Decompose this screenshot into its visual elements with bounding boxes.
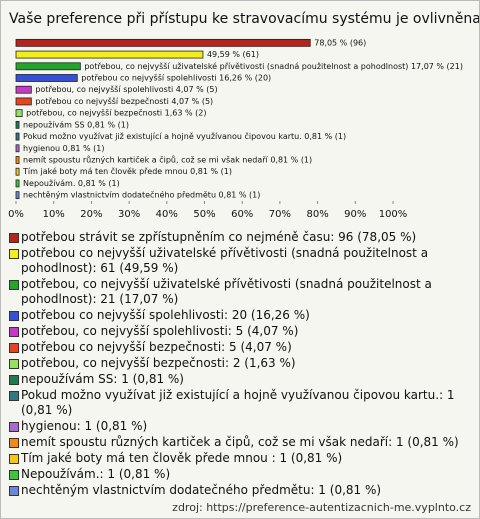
data-label: potřebou co nejvyšší bezpečnosti 4,07 % …	[35, 96, 213, 106]
legend-swatch	[9, 343, 19, 353]
data-label: hygienou 0,81 % (1)	[23, 144, 104, 153]
x-tick-label: 10%	[43, 209, 65, 220]
x-tick-label: 100%	[379, 209, 408, 220]
bar	[15, 179, 20, 188]
bar	[15, 50, 204, 59]
legend-item: potřebou, co nejvyšší uživatelské přívět…	[9, 277, 471, 307]
x-tick-label: 80%	[306, 209, 328, 220]
legend-label: potřebou co nejvyšší uživatelské přívěti…	[21, 246, 429, 275]
legend-item: potřebou, co nejvyšší spolehlivosti: 5 (…	[9, 324, 471, 339]
legend-item: potřebou strávit se zpřístupněním co nej…	[9, 230, 471, 245]
bar	[15, 120, 20, 129]
legend-label: potřebou, co nejvyšší bezpečnosti: 2 (1,…	[21, 356, 296, 370]
data-label: potřebou, co nejvyšší spolehlivosti 4,07…	[35, 84, 217, 94]
legend-swatch	[9, 233, 19, 243]
bar	[15, 97, 32, 106]
legend-item: potřebou co nejvyšší spolehlivosti: 20 (…	[9, 308, 471, 323]
data-label: 78,05 % (96)	[314, 38, 366, 47]
legend-label: hygienou: 1 (0,81 %)	[21, 419, 148, 433]
x-tick-label: 0%	[8, 209, 24, 220]
legend-swatch	[9, 359, 19, 369]
x-tick-label: 40%	[156, 209, 178, 220]
data-label: potřebou co nejvyšší spolehlivosti 16,26…	[81, 73, 271, 83]
legend-label: potřebou strávit se zpřístupněním co nej…	[21, 230, 417, 244]
x-tick-label: 30%	[118, 209, 140, 220]
legend-swatch	[9, 486, 19, 496]
legend-item: nemít spoustu různých kartiček a čipů, c…	[9, 435, 471, 450]
x-tick-label: 20%	[80, 209, 102, 220]
data-label: nechtěným vlastnictvím dodatečného předm…	[23, 190, 260, 200]
legend: potřebou strávit se zpřístupněním co nej…	[9, 230, 471, 499]
data-label: potřebou, co nejvyšší bezpečnosti 1,63 %…	[26, 108, 206, 118]
legend-swatch	[9, 391, 19, 401]
data-label: Nepoužívám. 0,81 % (1)	[23, 179, 120, 188]
x-tick-label: 60%	[231, 209, 253, 220]
data-label: Tím jaké boty má ten člověk přede mnou 0…	[22, 166, 232, 176]
bar	[15, 132, 20, 141]
legend-label: Tím jaké boty má ten člověk přede mnou :…	[21, 451, 343, 465]
data-label: Pokud možno využívat již existující a ho…	[23, 131, 346, 141]
legend-item: potřebou co nejvyšší bezpečnosti: 5 (4,0…	[9, 340, 471, 355]
legend-swatch	[9, 327, 19, 337]
legend-item: potřebou co nejvyšší uživatelské přívěti…	[9, 246, 471, 276]
legend-swatch	[9, 280, 19, 290]
legend-label: potřebou, co nejvyšší spolehlivosti: 5 (…	[21, 324, 299, 338]
x-tick-label: 70%	[269, 209, 291, 220]
legend-label: potřebou co nejvyšší bezpečnosti: 5 (4,0…	[21, 340, 292, 354]
chart-title: Vaše preference při přístupu ke stravova…	[9, 11, 479, 27]
bar	[15, 74, 78, 82]
plot: Vaše preference při přístupu ke stravova…	[8, 11, 479, 220]
legend-label: Pokud možno využívat již existující a ho…	[21, 388, 455, 417]
legend-label: potřebou, co nejvyšší uživatelské přívět…	[21, 277, 432, 306]
legend-swatch	[9, 249, 19, 259]
x-tick-label: 50%	[193, 209, 215, 220]
legend-swatch	[9, 311, 19, 321]
bar	[15, 109, 23, 118]
bar	[15, 144, 20, 153]
bar	[15, 191, 20, 200]
bar	[15, 38, 311, 47]
legend-swatch	[9, 470, 19, 480]
legend-swatch	[9, 438, 19, 448]
legend-item: Nepoužívám.: 1 (0,81 %)	[9, 467, 471, 482]
legend-item: nechtěným vlastnictvím dodatečného předm…	[9, 483, 471, 498]
source: zdroj: https://preference-autentizacnich…	[172, 501, 471, 514]
legend-swatch	[9, 375, 19, 385]
data-label: nepoužívám SS 0,81 % (1)	[23, 120, 129, 129]
legend-swatch	[9, 454, 19, 464]
legend-label: nechtěným vlastnictvím dodatečného předm…	[21, 483, 382, 497]
x-tick-label: 90%	[344, 209, 366, 220]
legend-label: nepoužívám SS: 1 (0,81 %)	[21, 372, 184, 386]
legend-swatch	[9, 422, 19, 432]
legend-label: potřebou co nejvyšší spolehlivosti: 20 (…	[21, 308, 310, 322]
legend-item: nepoužívám SS: 1 (0,81 %)	[9, 372, 471, 387]
bar	[15, 167, 20, 176]
legend-item: hygienou: 1 (0,81 %)	[9, 419, 471, 434]
data-label: 49,59 % (61)	[207, 50, 259, 59]
bar	[15, 85, 32, 94]
bar	[15, 156, 20, 164]
legend-label: Nepoužívám.: 1 (0,81 %)	[21, 467, 171, 481]
data-label: nemít spoustu různých kartiček a čipů, c…	[23, 155, 312, 165]
bar	[15, 62, 81, 71]
legend-item: potřebou, co nejvyšší bezpečnosti: 2 (1,…	[9, 356, 471, 371]
data-label: potřebou, co nejvyšší uživatelské přívět…	[84, 61, 463, 71]
legend-item: Pokud možno využívat již existující a ho…	[9, 388, 471, 418]
legend-label: nemít spoustu různých kartiček a čipů, c…	[21, 435, 459, 449]
legend-item: Tím jaké boty má ten člověk přede mnou :…	[9, 451, 471, 466]
